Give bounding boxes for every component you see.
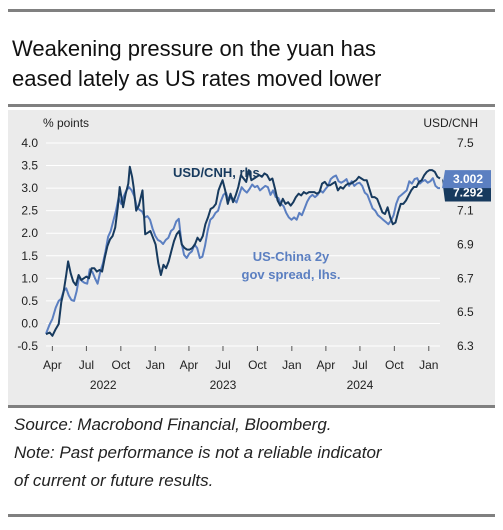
right-tick-label: 6.9 <box>457 238 474 252</box>
left-tick-label: 1.5 <box>21 249 38 263</box>
x-tick-label: Jul <box>79 358 94 372</box>
chart-title: Weakening pressure on the yuan has eased… <box>12 34 492 94</box>
x-tick-label: Apr <box>43 358 62 372</box>
line-chart: 4.03.53.02.52.01.51.00.50.0-0.57.57.37.1… <box>17 116 491 392</box>
title-line-1: Weakening pressure on the yuan has <box>12 36 377 61</box>
x-tick-label: Jul <box>352 358 367 372</box>
left-tick-label: 3.5 <box>21 159 38 173</box>
right-tick-label: 7.5 <box>457 136 474 150</box>
left-tick-label: 4.0 <box>21 136 38 150</box>
right-tick-label: 6.7 <box>457 271 474 285</box>
left-tick-label: 3.0 <box>21 181 38 195</box>
x-year-label: 2023 <box>210 378 237 392</box>
title-rule <box>8 104 495 107</box>
right-tick-label: 6.5 <box>457 305 474 319</box>
left-tick-label: 2.5 <box>21 204 38 218</box>
x-year-label: 2024 <box>347 378 374 392</box>
x-tick-label: Oct <box>111 358 130 372</box>
left-tick-label: 0.5 <box>21 294 38 308</box>
source-text: Source: Macrobond Financial, Bloomberg. <box>14 415 332 434</box>
usdcnh-annotation: USD/CNH, rhs. <box>173 165 263 180</box>
x-tick-label: Jan <box>419 358 438 372</box>
right-tick-label: 7.1 <box>457 204 474 218</box>
x-tick-label: Oct <box>248 358 267 372</box>
x-tick-label: Jul <box>215 358 230 372</box>
top-rule <box>8 9 495 12</box>
left-axis-title: % points <box>43 116 89 130</box>
chart-notes: Source: Macrobond Financial, Bloomberg. … <box>14 411 494 495</box>
note-text-line-1: Note: Past performance is not a reliable… <box>14 443 382 462</box>
right-axis-title: USD/CNH <box>423 116 478 130</box>
left-tick-label: 2.0 <box>21 226 38 240</box>
usdcnh-series-line <box>45 165 441 337</box>
x-year-label: 2022 <box>90 378 117 392</box>
note-text-line-2: of current or future results. <box>14 471 214 490</box>
left-tick-label: 1.0 <box>21 271 38 285</box>
right-tick-label: 6.3 <box>457 339 474 353</box>
title-line-2: eased lately as US rates moved lower <box>12 66 382 91</box>
x-tick-label: Jan <box>282 358 301 372</box>
left-tick-label: -0.5 <box>17 339 38 353</box>
chart-panel: 4.03.53.02.52.01.51.00.50.0-0.57.57.37.1… <box>8 110 495 405</box>
spread-end-value: 3.002 <box>453 172 483 186</box>
left-tick-label: 0.0 <box>21 316 38 330</box>
x-tick-label: Oct <box>385 358 404 372</box>
x-tick-label: Apr <box>317 358 336 372</box>
bottom-rule <box>8 514 495 517</box>
spread-series-line <box>45 174 440 335</box>
spread-annotation: US-China 2y <box>253 249 330 264</box>
source-rule <box>8 405 495 408</box>
spread-annotation: gov spread, lhs. <box>242 267 341 282</box>
spread-end-badge <box>442 170 491 189</box>
x-tick-label: Apr <box>180 358 199 372</box>
usdcnh-end-value: 7.292 <box>453 186 483 200</box>
x-tick-label: Jan <box>146 358 165 372</box>
